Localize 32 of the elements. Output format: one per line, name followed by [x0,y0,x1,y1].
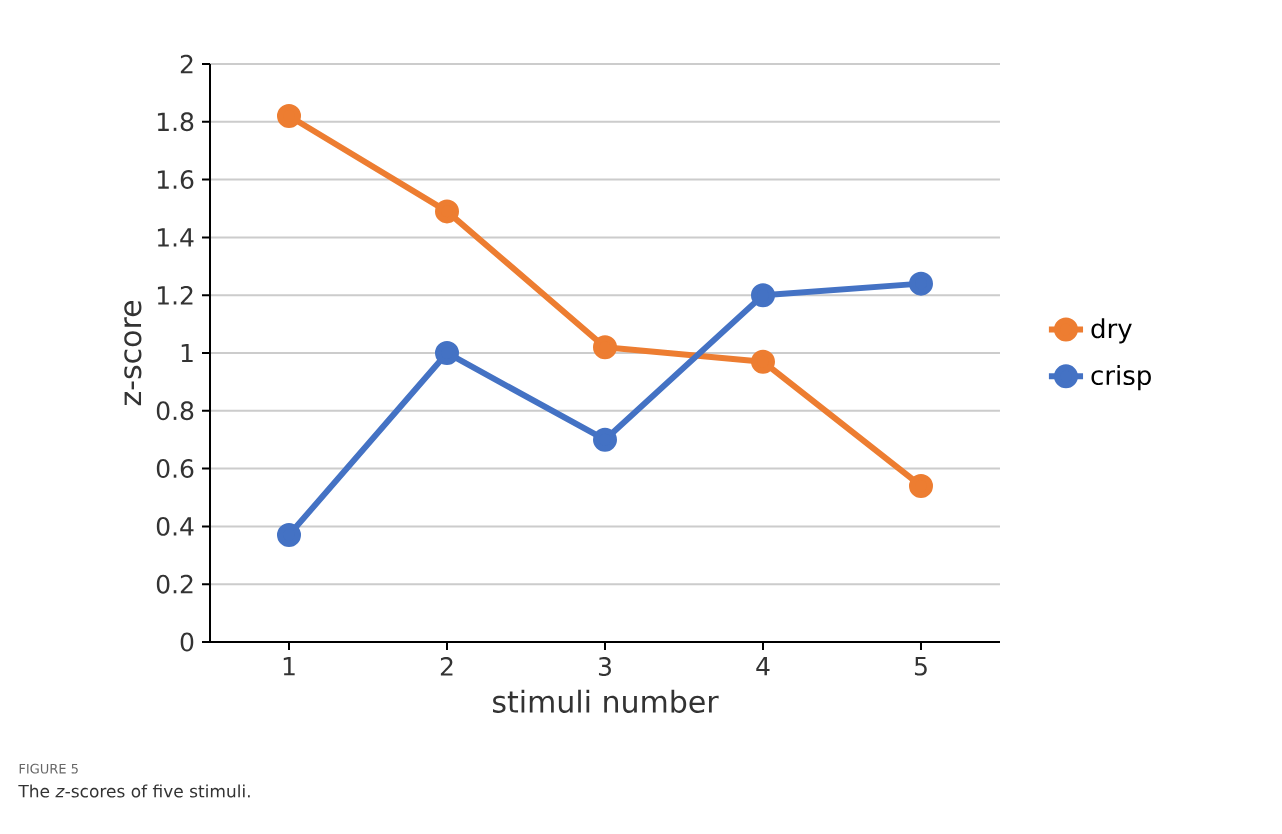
x-tick-label: 4 [756,657,770,676]
legend-label: dry [1091,318,1132,344]
point [277,523,301,548]
y-tick-label: 1.8 [157,112,194,132]
point [751,349,775,374]
point [751,283,775,308]
text: The z-scores of five stimuli. [18,784,250,798]
caption: FIGURE 5 [19,763,78,774]
y-tick-label: 0.8 [156,401,194,421]
y-tick-label: 2 [180,54,193,74]
point [435,199,459,224]
y-tick-label: 0.2 [156,574,193,594]
point [593,427,617,452]
y-tick-label: 1.4 [157,228,194,247]
point [909,271,933,296]
x-tick-label: 1 [283,657,295,676]
y-tick-label: 0.4 [156,516,194,536]
point [909,473,933,498]
y-tick-label: 0.6 [156,459,194,479]
y-tick-label: 0 [180,632,194,652]
x-tick-label: 3 [598,657,611,676]
x-tick-label: 2 [440,657,453,676]
legend-label: crisp [1091,364,1151,391]
point [593,335,617,360]
y-tick-label: 1 [181,343,193,363]
x-axis-title: stimuli number [493,689,719,713]
y-tick-label: 1.2 [157,285,193,305]
y-axis-title: z-score [124,300,142,406]
point [435,340,459,365]
y-tick-label: 1.6 [157,170,194,190]
point [277,104,301,129]
x-tick-label: 5 [914,657,927,676]
